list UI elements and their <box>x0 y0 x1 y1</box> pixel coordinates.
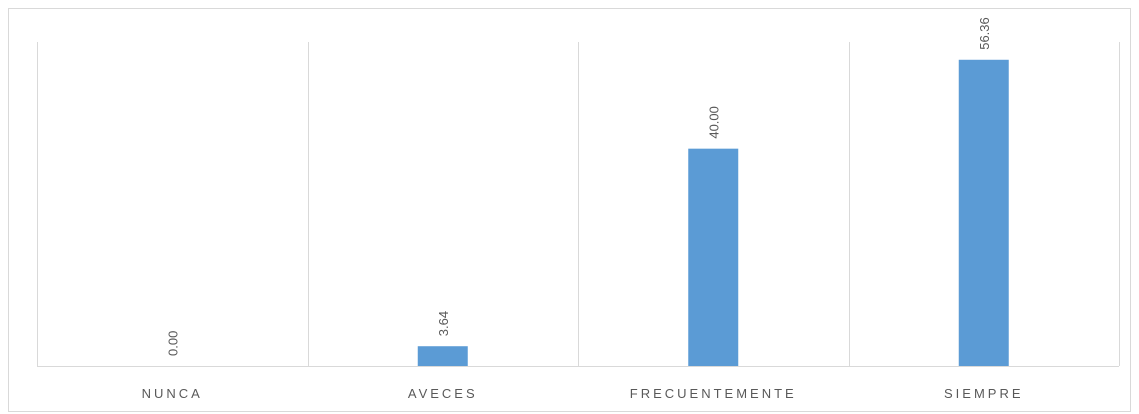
bar-aveces <box>417 346 468 366</box>
data-label-nunca: 0.00 <box>165 331 180 356</box>
data-label-aveces: 3.64 <box>436 311 451 336</box>
category-label-aveces: AVECES <box>408 386 478 401</box>
chart-area <box>8 8 1131 412</box>
category-label-siempre: SIEMPRE <box>944 386 1024 401</box>
category-label-frecuentemente: FRECUENTEMENTE <box>630 386 797 401</box>
bar-siempre <box>958 59 1009 366</box>
category-label-nunca: NUNCA <box>142 386 203 401</box>
bar-frecuentemente <box>688 148 739 366</box>
data-label-frecuentemente: 40.00 <box>706 106 721 139</box>
data-label-siempre: 56.36 <box>977 17 992 50</box>
